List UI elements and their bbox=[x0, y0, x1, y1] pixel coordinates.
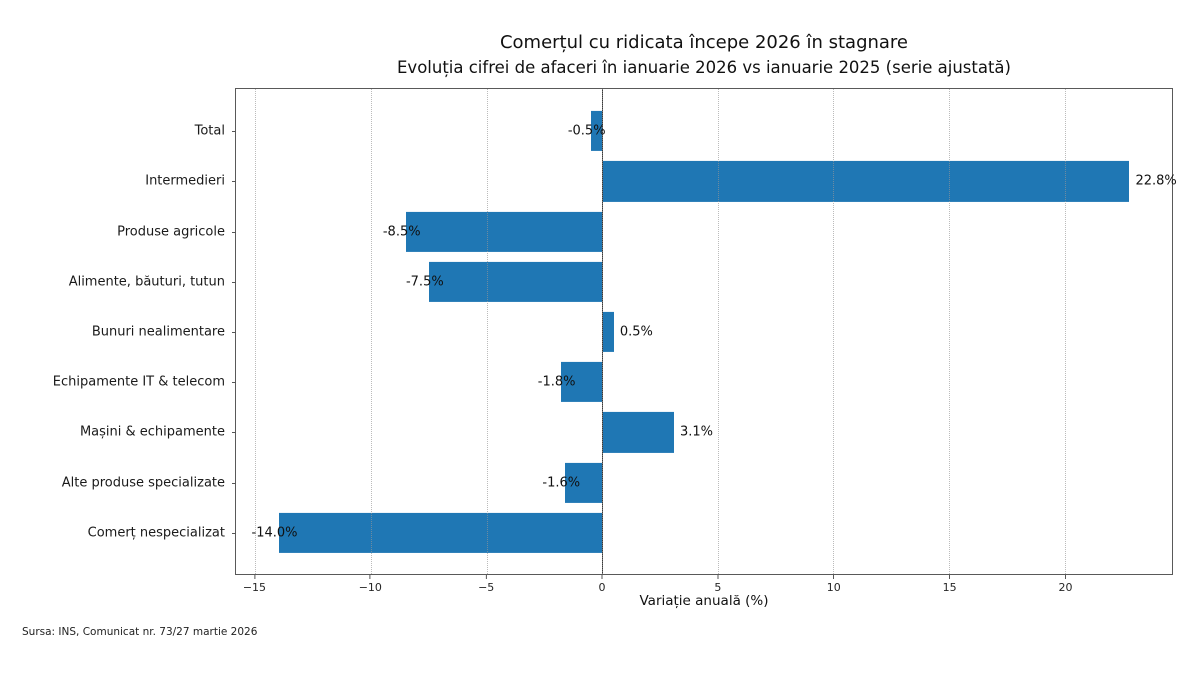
category-label: Bunuri nealimentare bbox=[91, 324, 225, 340]
category-label: Comerț nespecializat bbox=[87, 525, 225, 541]
x-tick-mark bbox=[717, 575, 719, 579]
bar-row: Total -0.5% bbox=[195, 106, 1172, 156]
x-tick-mark bbox=[253, 575, 255, 579]
x-axis: −15 −10 −5 0 5 10 15 20 bbox=[235, 575, 1173, 601]
x-tick: −10 bbox=[359, 575, 382, 594]
bar bbox=[565, 462, 603, 503]
bar-row: Produse agricole -8.5% bbox=[117, 206, 1172, 256]
category-tick-mark bbox=[232, 181, 236, 183]
gridline bbox=[371, 89, 373, 574]
x-tick-mark bbox=[369, 575, 371, 579]
category-tick-mark bbox=[232, 231, 236, 233]
plot-area: Total -0.5% Intermedieri 22.8% Produse agric… bbox=[53, 88, 1177, 575]
chart-subtitle: Evoluția cifrei de afaceri în ianuarie 2… bbox=[397, 58, 1011, 77]
bar-row: Mașini & echipamente 3.1% bbox=[80, 407, 1172, 457]
value-label: 0.5% bbox=[619, 324, 653, 340]
x-tick-label: −15 bbox=[242, 581, 267, 594]
value-label: -1.8% bbox=[537, 374, 576, 390]
category-tick-mark bbox=[232, 331, 236, 333]
value-label: 3.1% bbox=[679, 424, 713, 440]
category-label: Alte produse specializate bbox=[61, 475, 225, 491]
value-label: -8.5% bbox=[382, 224, 421, 240]
category-tick-mark bbox=[232, 432, 236, 434]
bar-row: Bunuri nealimentare 0.5% bbox=[92, 307, 1172, 357]
bar bbox=[278, 512, 603, 553]
bar bbox=[560, 362, 603, 403]
category-label: Total bbox=[194, 123, 225, 139]
x-tick-label: 20 bbox=[1058, 581, 1073, 594]
bar bbox=[602, 311, 614, 353]
x-tick: 0 bbox=[599, 575, 606, 594]
x-tick-label: 0 bbox=[598, 581, 606, 594]
x-tick: 20 bbox=[1058, 575, 1072, 594]
x-tick-label: 15 bbox=[942, 581, 957, 594]
gridline bbox=[833, 89, 835, 574]
x-tick-label: −5 bbox=[478, 581, 495, 594]
value-label: -14.0% bbox=[251, 525, 298, 541]
bar bbox=[602, 412, 674, 453]
category-tick-mark bbox=[232, 131, 236, 133]
x-tick: −15 bbox=[243, 575, 266, 594]
bar bbox=[602, 161, 1130, 202]
bar-row: Comerț nespecializat -14.0% bbox=[88, 508, 1172, 558]
bar-row: Echipamente IT & telecom -1.8% bbox=[53, 357, 1172, 407]
bar-row: Intermedieri 22.8% bbox=[145, 156, 1177, 206]
gridline bbox=[602, 89, 604, 574]
gridline bbox=[717, 89, 719, 574]
source-note: Sursa: INS, Comunicat nr. 73/27 martie 2… bbox=[22, 626, 258, 638]
x-tick-mark bbox=[485, 575, 487, 579]
x-tick-mark bbox=[949, 575, 951, 579]
category-tick-mark bbox=[232, 482, 236, 484]
x-tick-mark bbox=[1064, 575, 1066, 579]
bar bbox=[590, 111, 603, 152]
chart-title: Comerțul cu ridicata începe 2026 în stag… bbox=[499, 32, 909, 53]
gridline bbox=[949, 89, 951, 574]
value-label: 22.8% bbox=[1135, 173, 1177, 189]
x-tick-label: 5 bbox=[714, 581, 722, 594]
gridline bbox=[255, 89, 257, 574]
x-tick: 15 bbox=[943, 575, 957, 594]
gridline bbox=[486, 89, 488, 574]
category-label: Mașini & echipamente bbox=[79, 424, 225, 440]
x-tick: −5 bbox=[478, 575, 494, 594]
x-tick: 10 bbox=[827, 575, 841, 594]
x-axis-label: Variație anuală (%) bbox=[639, 593, 769, 609]
category-tick-mark bbox=[232, 281, 236, 283]
bar-row: Alimente, băuturi, tutun -7.5% bbox=[69, 257, 1172, 307]
bar bbox=[428, 261, 603, 302]
category-label: Produse agricole bbox=[117, 224, 225, 240]
bar bbox=[405, 211, 603, 252]
x-tick-label: 10 bbox=[826, 581, 841, 594]
x-tick: 5 bbox=[714, 575, 721, 594]
x-tick-mark bbox=[601, 575, 603, 579]
grid-layer bbox=[236, 89, 1172, 574]
bars-layer: Total -0.5% Intermedieri 22.8% Produse agric… bbox=[53, 89, 1177, 574]
x-tick-mark bbox=[833, 575, 835, 579]
value-label: -1.6% bbox=[542, 475, 581, 491]
category-tick-mark bbox=[232, 382, 236, 384]
gridline bbox=[1064, 89, 1066, 574]
category-tick-mark bbox=[232, 532, 236, 534]
value-label: -7.5% bbox=[405, 274, 444, 290]
category-label: Intermedieri bbox=[145, 173, 225, 189]
x-tick-label: −10 bbox=[358, 581, 382, 594]
value-label: -0.5% bbox=[567, 123, 606, 139]
category-label: Alimente, băuturi, tutun bbox=[68, 274, 225, 290]
category-label: Echipamente IT & telecom bbox=[52, 374, 225, 390]
bar-row: Alte produse specializate -1.6% bbox=[62, 458, 1172, 508]
